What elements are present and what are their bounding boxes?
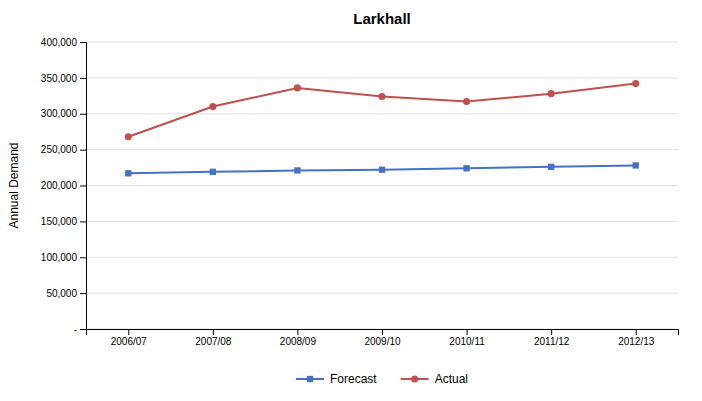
- y-tick-label: 200,000: [41, 180, 78, 191]
- x-tick-label: 2009/10: [364, 336, 401, 347]
- x-tick: 2010/11: [449, 329, 485, 347]
- legend: Forecast Actual: [296, 372, 468, 386]
- y-tick: 350,000: [41, 73, 86, 84]
- legend-label: Forecast: [330, 372, 377, 386]
- y-tick: 150,000: [41, 216, 86, 227]
- grid-line: [86, 185, 678, 186]
- series-marker: [378, 93, 385, 100]
- grid-line: [86, 149, 678, 150]
- series-marker: [210, 169, 216, 175]
- x-tick: 2006/07: [111, 329, 148, 347]
- y-tick-mark: [80, 78, 86, 79]
- chart-svg: - 50,000 100,000 150,000 200,000 250,000 300,0…: [0, 0, 702, 401]
- y-tick-label: 250,000: [41, 144, 78, 155]
- x-axis-line: [87, 330, 679, 336]
- y-tick-mark: [80, 293, 86, 294]
- legend-item: Actual: [401, 372, 468, 386]
- x-axis: 2006/07 2007/08 2008/09 2009/10 2010/11 2011/…: [87, 329, 679, 347]
- y-tick: 300,000: [41, 108, 86, 119]
- grid-line: [86, 257, 678, 258]
- x-tick-mark: [551, 329, 552, 335]
- y-tick-mark: [80, 329, 86, 330]
- grid: [86, 42, 678, 329]
- y-tick: -: [74, 324, 86, 335]
- x-tick-mark: [467, 329, 468, 335]
- chart-title: Larkhall: [353, 10, 411, 27]
- series-marker: [548, 164, 554, 170]
- y-tick: 250,000: [41, 144, 86, 155]
- x-tick-label: 2007/08: [195, 336, 232, 347]
- x-tick-mark: [636, 329, 637, 335]
- marks: [125, 80, 640, 176]
- x-tick-mark: [128, 329, 129, 335]
- grid-line: [86, 42, 678, 43]
- series-marker: [294, 84, 301, 91]
- x-tick: 2007/08: [195, 329, 232, 347]
- x-tick-mark: [297, 329, 298, 335]
- y-axis-line: [80, 43, 87, 330]
- x-tick: 2009/10: [364, 329, 401, 347]
- y-tick-mark: [80, 42, 86, 43]
- y-tick-mark: [80, 257, 86, 258]
- y-tick-mark: [80, 221, 86, 222]
- grid-line: [86, 221, 678, 222]
- y-tick-label: 300,000: [41, 108, 78, 119]
- y-tick-label: 50,000: [46, 288, 77, 299]
- x-tick-label: 2010/11: [449, 336, 485, 347]
- y-tick-label: -: [74, 324, 77, 335]
- x-tick-mark: [213, 329, 214, 335]
- series-marker: [125, 170, 131, 176]
- series-marker: [379, 167, 385, 173]
- series-marker: [294, 167, 300, 173]
- y-tick-label: 400,000: [41, 37, 78, 48]
- y-axis: - 50,000 100,000 150,000 200,000 250,000 300,0…: [41, 37, 87, 335]
- y-tick-label: 150,000: [41, 216, 78, 227]
- y-tick-mark: [80, 150, 86, 151]
- y-axis-title: Annual Demand: [7, 142, 21, 228]
- plot-area: - 50,000 100,000 150,000 200,000 250,000 300,0…: [41, 37, 679, 347]
- series-marker: [463, 98, 470, 105]
- legend-marker: [307, 376, 313, 382]
- x-tick-label: 2008/09: [280, 336, 317, 347]
- y-tick-label: 100,000: [41, 252, 78, 263]
- legend-label: Actual: [435, 372, 468, 386]
- series-marker: [548, 90, 555, 97]
- x-tick: 2012/13: [618, 329, 655, 347]
- y-tick: 200,000: [41, 180, 86, 191]
- y-tick-mark: [80, 114, 86, 115]
- y-tick: 400,000: [41, 37, 86, 48]
- series-line: [128, 165, 635, 173]
- grid-line: [86, 293, 678, 294]
- series-marker: [463, 165, 469, 171]
- y-tick-label: 350,000: [41, 73, 78, 84]
- legend-marker: [411, 375, 418, 382]
- y-tick: 100,000: [41, 252, 86, 263]
- series-marker: [632, 80, 639, 87]
- y-tick-mark: [80, 186, 86, 187]
- series-marker: [125, 133, 132, 140]
- series-line: [128, 84, 635, 137]
- x-tick-mark: [382, 329, 383, 335]
- grid-line: [86, 113, 678, 114]
- y-tick: 50,000: [46, 288, 86, 299]
- series-marker: [633, 162, 639, 168]
- x-tick-label: 2006/07: [111, 336, 148, 347]
- x-tick: 2008/09: [280, 329, 317, 347]
- x-tick-label: 2012/13: [618, 336, 655, 347]
- x-tick: 2011/12: [534, 329, 570, 347]
- series-marker: [209, 103, 216, 110]
- x-tick-label: 2011/12: [534, 336, 570, 347]
- legend-item: Forecast: [296, 372, 377, 386]
- grid-line: [86, 77, 678, 78]
